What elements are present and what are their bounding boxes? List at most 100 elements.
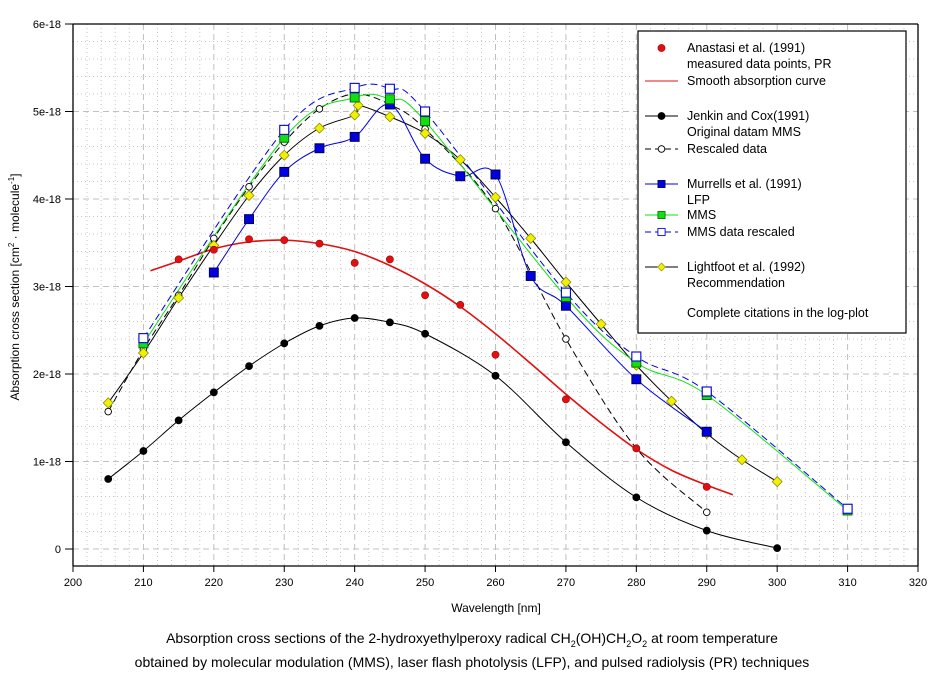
markers-jenkin-original [104,314,782,553]
legend-marker-swatch [657,211,666,219]
y-tick-label: 5e-18 [33,107,61,119]
data-point-jenkin-original [315,321,324,330]
x-tick-label: 290 [698,577,716,589]
data-point-jenkin-original [280,339,289,348]
data-point-lightfoot [525,232,537,244]
data-point-lightfoot [666,395,678,407]
data-point-jenkin-rescaled [562,335,570,343]
data-point-murrells-mms-rescaled [138,333,149,344]
data-point-murrells-mms [349,92,360,103]
legend-entry-anastasi-smooth: Smooth absorption curve [645,74,826,88]
caption-sub: 2 [626,638,632,649]
data-point-anastasi-points [421,291,429,300]
legend-label: Original datam MMS [687,125,801,139]
data-point-lightfoot [595,318,607,330]
legend-label: Murrells et al. (1991) [687,177,802,191]
y-tick-label: 6e-18 [33,19,61,31]
markers-murrells-mms-rescaled [138,82,853,514]
legend-marker [657,211,666,219]
data-point-lightfoot [736,454,748,466]
legend-entry-anastasi-points: Anastasi et al. (1991) measured data poin… [657,41,832,71]
x-tick-label: 220 [205,577,223,589]
data-point-anastasi-points [491,350,500,359]
x-tick-label: 230 [275,577,293,589]
legend-label: MMS data rescaled [687,225,795,239]
series-jenkin-original [107,317,778,549]
legend-marker-swatch [657,112,666,120]
data-point-jenkin-original [702,526,711,535]
data-point-anastasi-points [315,239,324,248]
x-tick-label: 250 [416,577,434,589]
data-point-anastasi-points [174,255,183,264]
legend-entry-jenkin-original: Jenkin and Cox(1991) Original datam MMS [645,109,809,139]
series-line-murrells-mms-rescaled [143,83,848,510]
data-point-jenkin-original [562,438,570,447]
legend-entry-murrells-mms-rescaled: MMS data rescaled [645,225,795,239]
x-tick-label: 210 [134,577,152,589]
data-point-jenkin-rescaled [104,407,112,416]
data-point-murrells-lfp [631,374,642,385]
data-point-jenkin-original [104,475,113,483]
series-murrells-mms-rescaled [143,83,848,510]
data-point-lightfoot [454,154,466,166]
legend-marker-swatch [657,227,666,237]
y-tick-label: 4e-18 [33,194,61,206]
data-point-jenkin-rescaled [245,182,253,191]
markers-anastasi-points [174,235,711,491]
data-point-lightfoot [352,99,364,111]
legend-label: MMS [687,208,716,222]
absorption-chart: 200 210 220 230 240 250 260 270 280 290 300 310 320 … [7,19,927,615]
data-point-lightfoot [490,191,501,203]
legend-marker-swatch [657,44,666,52]
x-tick-label: 280 [627,577,645,589]
data-point-murrells-lfp [314,143,325,154]
data-point-murrells-mms-rescaled [420,106,431,117]
data-point-anastasi-points [209,245,218,254]
series-line-jenkin-rescaled [107,93,708,513]
legend-entry-murrells-lfp: Murrells et al. (1991) LFP [645,177,802,207]
legend-entry-lightfoot: Lightfoot et al. (1992) Recommendation [645,260,805,290]
y-axis-title-mid: · molecule [8,184,22,243]
y-tick-label: 2e-18 [33,369,61,381]
data-point-murrells-mms-rescaled [560,287,571,298]
legend-marker [657,145,666,153]
data-point-murrells-mms-rescaled [701,386,712,397]
data-point-anastasi-points [456,300,465,309]
legend-marker-swatch [657,145,666,153]
data-point-lightfoot [278,149,290,161]
legend-marker [657,112,666,120]
caption-text: O [631,630,643,646]
data-point-murrells-lfp [490,169,501,180]
data-point-jenkin-original [174,416,183,425]
data-point-murrells-lfp [420,153,431,164]
series-layer [102,82,853,553]
data-point-murrells-mms-rescaled [842,503,853,514]
x-tick-label: 300 [768,577,786,589]
data-point-anastasi-points [385,255,394,264]
y-axis-title-end: ] [8,173,22,176]
caption-sub: 2 [570,638,576,649]
caption-line-2: obtained by molecular modulation (MMS), … [134,654,810,670]
caption-text: (OH)CH [575,630,627,646]
x-tick-label: 240 [345,577,363,589]
legend-marker-swatch [657,180,666,188]
caption-text: Absorption cross sections of the 2-hydro… [166,630,571,646]
legend-label: Lightfoot et al. (1992) [687,260,805,274]
data-point-lightfoot [419,127,431,139]
legend-note: Complete citations in the log-plot [687,306,869,320]
legend-label: Jenkin and Cox(1991) [687,109,809,123]
data-point-jenkin-original [385,318,394,327]
data-point-lightfoot [560,276,572,288]
y-tick-label: 0 [55,544,61,556]
data-point-anastasi-points [350,258,359,267]
legend-marker-swatch [657,262,666,272]
data-point-lightfoot [173,292,185,304]
data-point-lightfoot [137,347,149,359]
data-point-jenkin-original [245,362,253,371]
markers-jenkin-rescaled [104,90,711,517]
data-point-murrells-mms [384,94,395,105]
data-point-lightfoot [384,111,396,123]
x-tick-label: 310 [838,577,856,589]
data-point-lightfoot [771,476,783,488]
legend-entry-murrells-mms: MMS [645,208,716,222]
